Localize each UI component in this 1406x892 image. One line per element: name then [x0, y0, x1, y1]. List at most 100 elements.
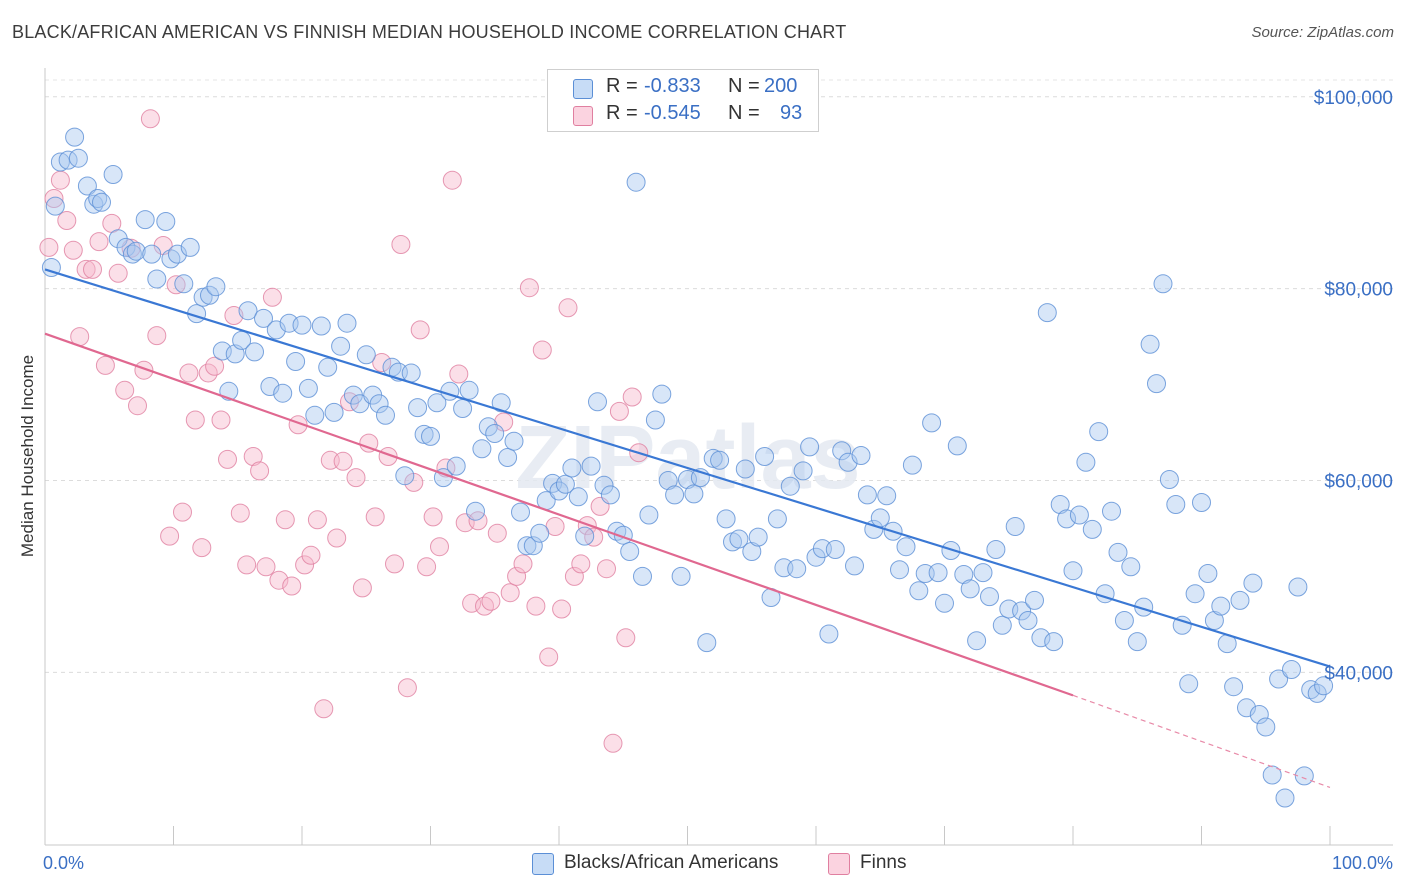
blacks-point	[126, 241, 146, 261]
watermark: ZIPatlas	[515, 408, 860, 508]
blacks-point	[1204, 611, 1224, 630]
blacks-point	[421, 426, 440, 446]
finns-point	[76, 259, 96, 279]
finns-point	[365, 507, 385, 527]
blacks-point	[793, 461, 813, 481]
finns-point	[44, 189, 64, 208]
finns-point	[224, 306, 244, 325]
finns-point	[115, 380, 135, 400]
blacks-point	[645, 410, 665, 430]
finns-point	[359, 433, 379, 453]
y-tick-label: $100,000	[1314, 88, 1393, 109]
blacks-point	[1307, 683, 1327, 703]
blacks-point	[877, 486, 897, 506]
series-blacks	[41, 127, 1334, 808]
bottom-legend-swatch-finns	[828, 853, 850, 875]
blacks-point	[1108, 542, 1128, 562]
finns-point	[39, 237, 59, 257]
blacks-point	[748, 527, 768, 547]
blacks-point	[1063, 561, 1083, 581]
blacks-point	[1057, 509, 1077, 529]
finns-point	[301, 545, 321, 565]
finns-point	[134, 360, 154, 380]
finns-point	[95, 355, 115, 375]
blacks-point	[819, 624, 839, 644]
blacks-point	[1089, 422, 1109, 442]
finns-point	[487, 523, 507, 543]
finns-point	[50, 170, 70, 190]
blacks-point	[311, 316, 331, 336]
finns-point	[243, 447, 263, 466]
blacks-point	[1288, 577, 1308, 597]
blacks-point	[485, 424, 505, 443]
blacks-point	[555, 474, 575, 494]
blacks-point	[825, 540, 845, 559]
blacks-point	[1012, 601, 1032, 621]
blacks-point	[857, 485, 877, 505]
blacks-point	[88, 189, 108, 208]
blacks-point	[1050, 495, 1070, 514]
blacks-point	[665, 485, 685, 505]
blacks-point	[1269, 669, 1289, 689]
blacks-point	[401, 363, 421, 383]
finns-point	[327, 528, 347, 548]
blacks-point	[147, 269, 167, 289]
blacks-point	[459, 380, 479, 400]
blacks-point	[1172, 615, 1192, 635]
blacks-point	[845, 556, 864, 576]
legend-r-value: -0.545	[644, 102, 701, 124]
x-tick-label: 0.0%	[43, 853, 84, 873]
blacks-point	[324, 402, 344, 422]
finns-point	[211, 410, 231, 430]
blacks-point	[135, 210, 155, 230]
finns-point	[205, 356, 225, 376]
blacks-point	[1121, 557, 1141, 577]
blacks-point	[1243, 573, 1263, 593]
finns-point	[192, 538, 212, 558]
finns-point	[417, 557, 437, 577]
finns-point	[179, 363, 199, 383]
grid-lines	[45, 79, 1393, 673]
finns-point	[295, 555, 315, 575]
finns-point	[140, 109, 160, 129]
blacks-point	[238, 301, 258, 321]
blacks-point	[980, 587, 999, 607]
finns-point	[442, 170, 462, 190]
blacks-point	[967, 631, 987, 651]
blacks-point	[1037, 303, 1057, 323]
blacks-point	[1018, 611, 1038, 630]
blacks-point	[671, 566, 691, 586]
blacks-point	[1114, 611, 1134, 630]
legend-swatch-finns	[573, 106, 593, 126]
blacks-point	[588, 392, 607, 412]
blacks-point	[742, 542, 762, 561]
finns-point	[63, 240, 83, 260]
blacks-point	[600, 485, 620, 505]
blacks-point	[1262, 765, 1282, 785]
blacks-point	[633, 566, 652, 586]
y-tick-label: $80,000	[1324, 280, 1393, 301]
blacks-point	[142, 244, 162, 264]
blacks-point	[427, 393, 447, 413]
blacks-point	[1166, 495, 1186, 514]
blacks-point	[652, 384, 672, 404]
blacks-point	[992, 615, 1012, 635]
blacks-point	[1282, 660, 1301, 679]
blacks-point	[156, 212, 176, 231]
blacks-point	[1082, 519, 1102, 539]
y-axis-label: Median Household Income	[18, 355, 37, 557]
legend-r-label: R =	[606, 102, 638, 124]
blacks-point	[523, 536, 543, 556]
blacks-point	[92, 192, 111, 212]
blacks-point	[68, 148, 88, 168]
finns-point	[397, 678, 417, 698]
blacks-point	[954, 565, 974, 584]
finns-point	[423, 507, 443, 527]
blacks-point	[446, 456, 466, 476]
blacks-point	[1211, 596, 1231, 616]
finns-point	[121, 238, 141, 258]
finns-point	[307, 510, 327, 530]
blacks-point	[896, 537, 916, 557]
finns-point	[532, 340, 552, 360]
